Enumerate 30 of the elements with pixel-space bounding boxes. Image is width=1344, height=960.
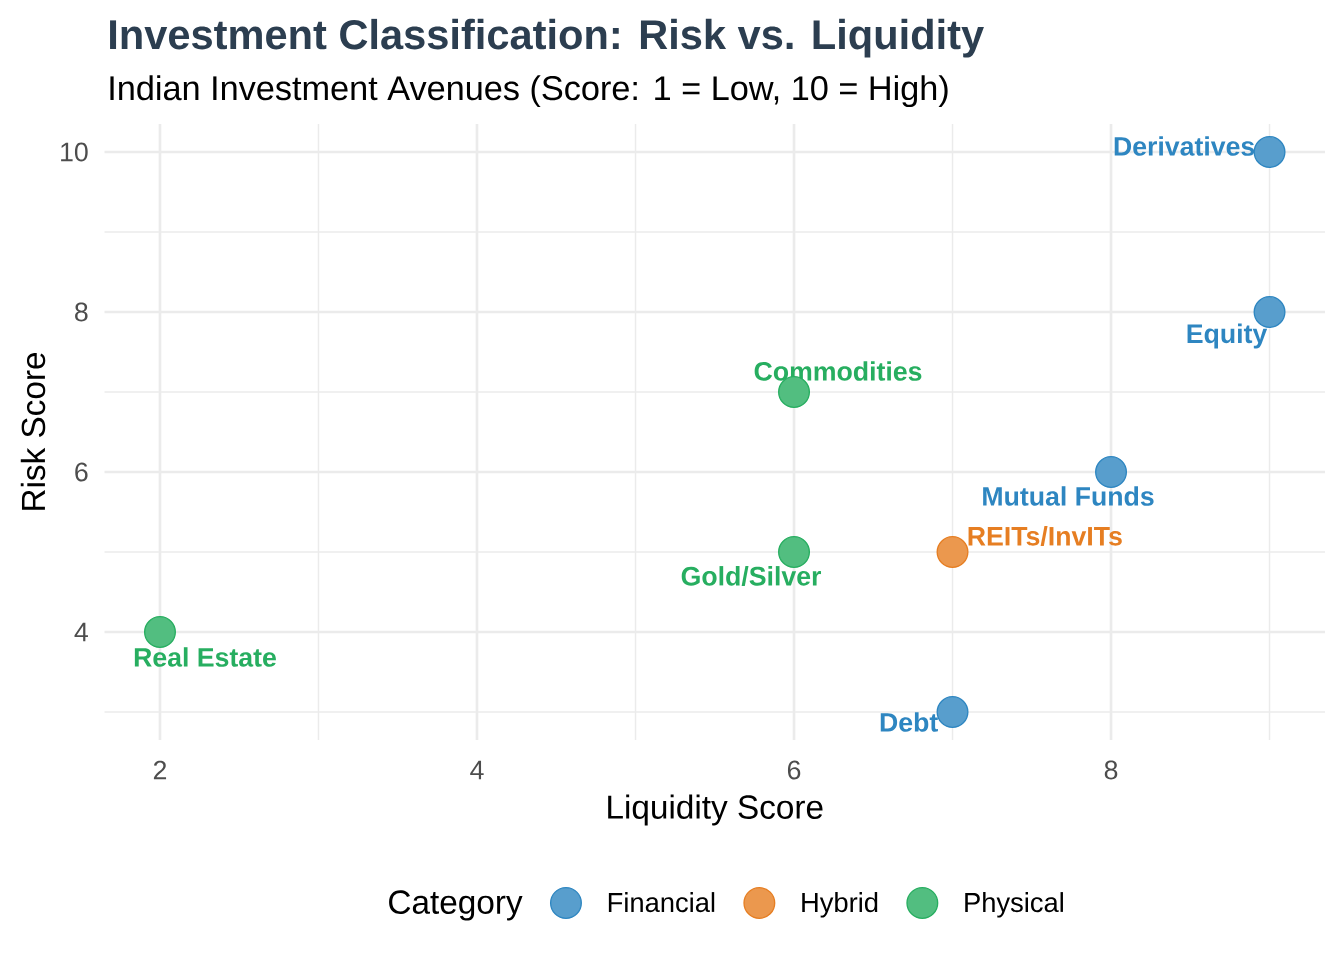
legend-label: Hybrid bbox=[802, 892, 878, 918]
data-label: Debt bbox=[880, 712, 938, 732]
point bbox=[936, 696, 969, 728]
x-tick-label: 2 bbox=[153, 760, 167, 780]
y-tick-label: 10 bbox=[61, 142, 88, 162]
x-tick-label: 4 bbox=[470, 760, 484, 780]
x-tick-label: 8 bbox=[1104, 760, 1118, 780]
chart-title: Investment Classification: Risk vs. Liquidity bbox=[110, 18, 984, 58]
point bbox=[1095, 455, 1128, 488]
point bbox=[1253, 136, 1286, 168]
chart-subtitle: Indian Investment Avenues (Score: 1 = Low, 10 = High) bbox=[110, 75, 948, 108]
data-label: Real Estate bbox=[134, 647, 276, 667]
point bbox=[143, 616, 176, 649]
data-label: Equity bbox=[1187, 323, 1268, 349]
data-label: Gold/Silver bbox=[681, 566, 822, 586]
legend-title: Category bbox=[389, 890, 523, 921]
x-tick-label: 6 bbox=[787, 760, 801, 780]
y-tick-label: 6 bbox=[75, 462, 88, 482]
point bbox=[778, 536, 811, 568]
y-tick-label: 8 bbox=[75, 302, 88, 322]
y-axis-title: Risk Score bbox=[20, 352, 46, 510]
data-label: REITs/InvITs bbox=[968, 526, 1122, 546]
data-label: Commodities bbox=[754, 361, 922, 381]
y-tick-label: 4 bbox=[74, 622, 88, 642]
legend-label: Financial bbox=[608, 892, 715, 913]
point bbox=[936, 536, 969, 568]
data-label: Derivatives bbox=[1114, 136, 1255, 156]
legend-label: Physical bbox=[965, 892, 1063, 918]
data-label: Mutual Funds bbox=[983, 486, 1154, 506]
x-axis-title: Liquidity Score bbox=[608, 794, 823, 826]
